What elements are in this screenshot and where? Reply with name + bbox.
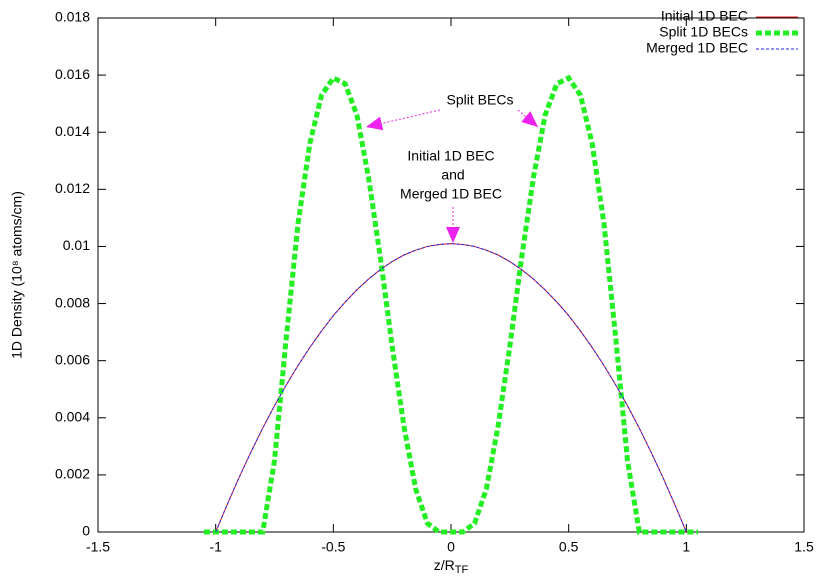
x-tick-label: 1.5 <box>794 539 814 555</box>
annotation-text: Split BECs <box>447 92 514 108</box>
x-tick-label: 1 <box>682 539 690 555</box>
x-tick-label: -1 <box>209 539 222 555</box>
x-tick-label: 0 <box>447 539 455 555</box>
legend-label: Initial 1D BEC <box>661 8 748 24</box>
annotation-arrowhead <box>521 111 538 127</box>
series-line <box>203 74 699 535</box>
x-axis-label: z/RTF <box>434 557 469 576</box>
x-tick-label: -0.5 <box>321 539 345 555</box>
annotation-text: and <box>441 167 464 183</box>
annotation-arrowhead <box>366 116 384 131</box>
x-axis-label-sub: TF <box>455 564 469 576</box>
y-tick-label: 0.014 <box>55 123 90 139</box>
y-tick-label: 0.01 <box>63 237 90 253</box>
y-tick-label: 0 <box>82 523 90 539</box>
y-tick-label: 0.012 <box>55 180 90 196</box>
x-tick-label: -1.5 <box>86 539 110 555</box>
annotation-text: Initial 1D BEC <box>407 148 494 164</box>
x-axis-label-main: z/R <box>434 557 455 573</box>
y-tick-label: 0.016 <box>55 66 90 82</box>
y-tick-label: 0.004 <box>55 408 90 424</box>
annotation-arrowhead <box>446 227 460 243</box>
y-tick-label: 0.002 <box>55 466 90 482</box>
y-tick-label: 0.018 <box>55 9 90 25</box>
x-tick-label: 0.5 <box>559 539 579 555</box>
series-line <box>215 243 687 533</box>
y-axis-label: 1D Density (10⁸ atoms/cm) <box>9 191 25 359</box>
series-line <box>215 243 687 533</box>
legend-label: Merged 1D BEC <box>646 40 748 56</box>
legend-label: Split 1D BECs <box>659 24 748 40</box>
annotation-text: Merged 1D BEC <box>400 186 502 202</box>
annotation-arrow <box>365 109 441 128</box>
y-tick-label: 0.006 <box>55 351 90 367</box>
y-tick-label: 0.008 <box>55 294 90 310</box>
